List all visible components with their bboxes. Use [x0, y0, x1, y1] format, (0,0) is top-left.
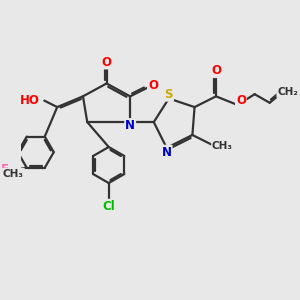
Text: Cl: Cl	[102, 200, 115, 213]
Text: N: N	[125, 119, 135, 132]
Text: O: O	[211, 64, 221, 77]
Text: O: O	[102, 56, 112, 68]
Text: HO: HO	[20, 94, 40, 107]
Text: O: O	[236, 94, 246, 107]
Text: CH₃: CH₃	[212, 141, 233, 151]
Text: N: N	[162, 146, 172, 159]
Text: CH₂: CH₂	[277, 87, 298, 97]
Text: CH₃: CH₃	[3, 169, 24, 178]
Text: O: O	[148, 79, 158, 92]
Text: F: F	[1, 164, 9, 176]
Text: S: S	[165, 88, 173, 101]
